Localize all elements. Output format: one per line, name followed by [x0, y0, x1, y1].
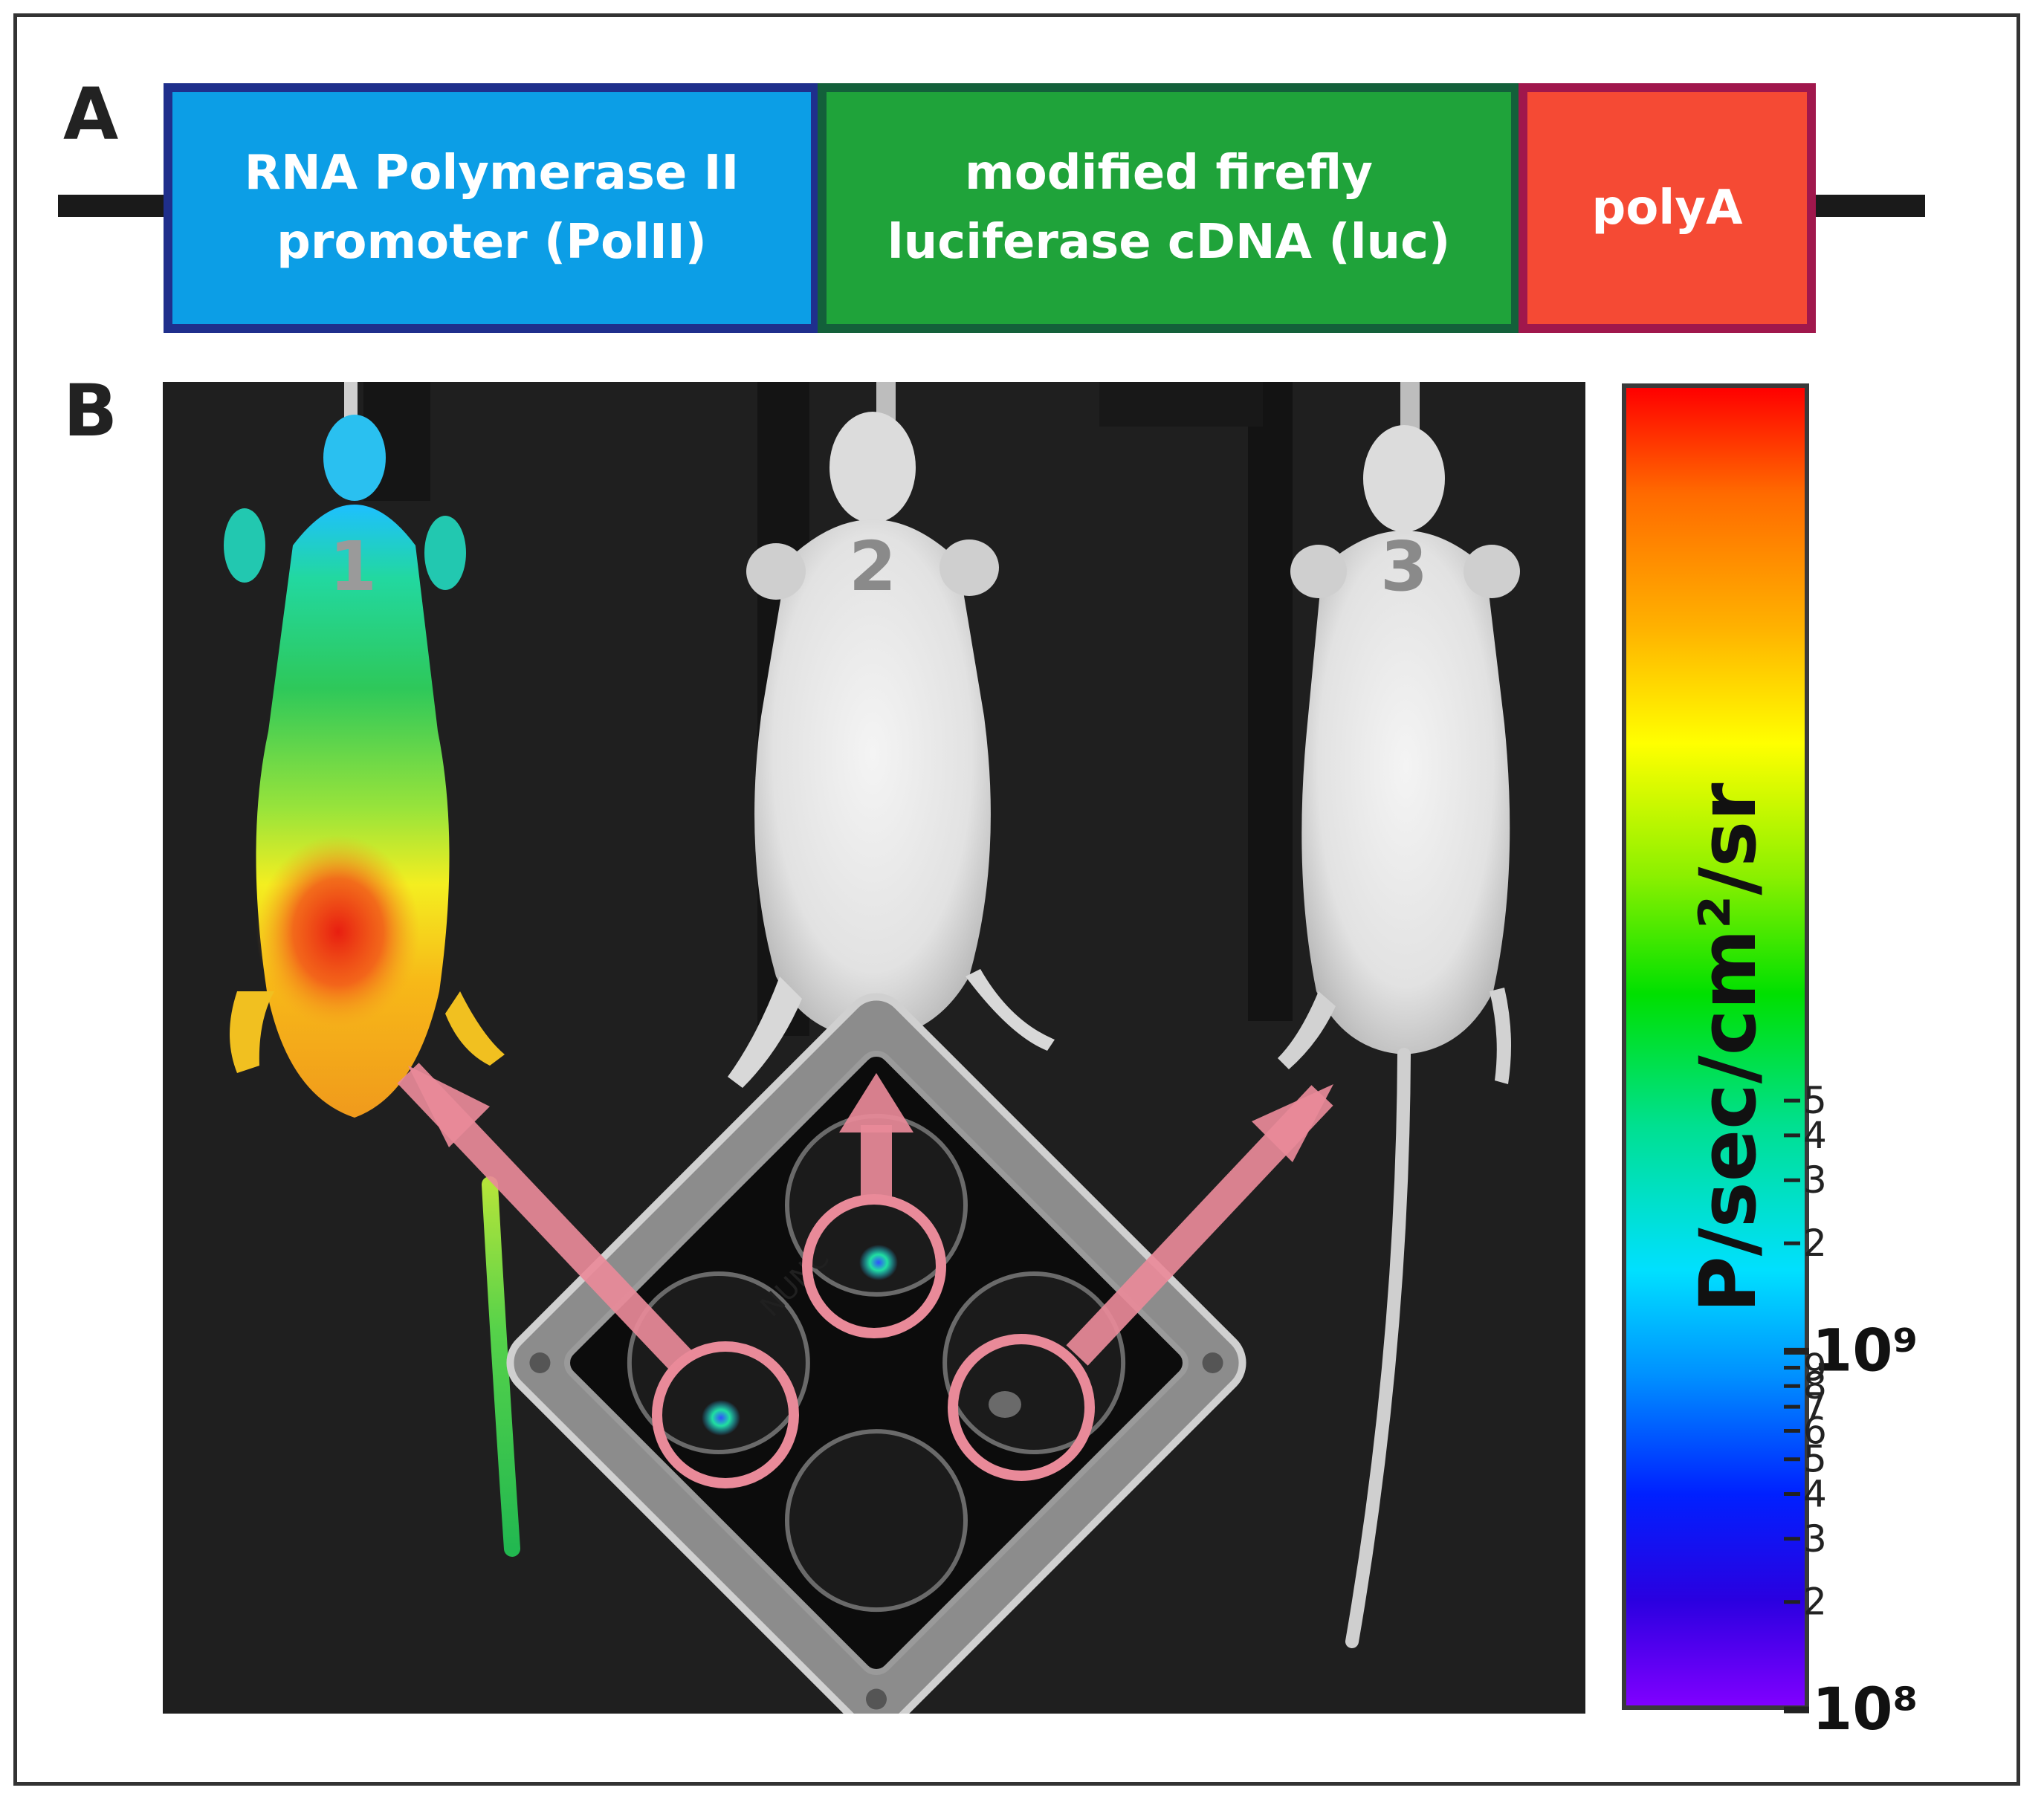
luciferase-box: modified firefly luciferase cDNA (luc) [818, 83, 1520, 333]
well-left-signal [702, 1400, 740, 1436]
highlight-circle-left-well [652, 1341, 799, 1488]
promoter-label-line1: RNA Polymerase II [244, 146, 740, 201]
colorbar-minor-label-lower-9: 9 [1803, 1347, 1827, 1390]
well-bottom [785, 1429, 968, 1613]
colorbar-minor-label-lower-7: 7 [1803, 1385, 1827, 1428]
colorbar-title: P/sec/cm²/sr [1683, 782, 1773, 1313]
colorbar-minor-label-lower-3: 3 [1803, 1517, 1827, 1561]
panel-a-label: A [63, 73, 119, 156]
colorbar-minor-label-upper-5: 5 [1803, 1079, 1827, 1122]
mouse-number-1: 1 [329, 527, 377, 606]
mouse-3 [1278, 425, 1520, 1648]
polya-label: polyA [1591, 180, 1743, 236]
colorbar-minor-label-lower-4: 4 [1803, 1472, 1827, 1515]
well-top-signal [859, 1245, 898, 1280]
promoter-box: RNA Polymerase II promoter (PolII) [164, 83, 820, 333]
mouse-1-luminescent [224, 415, 520, 1557]
polya-box: polyA [1519, 83, 1816, 333]
imaging-scene: 1 2 3 NUNC [163, 382, 1585, 1714]
mouse-number-2: 2 [849, 527, 896, 606]
holder-post-right [1248, 382, 1293, 1021]
bioluminescence-image: 1 2 3 NUNC [163, 382, 1585, 1714]
arrows [397, 1063, 1333, 1373]
colorbar-minor-label-upper-3: 3 [1803, 1158, 1827, 1202]
holder-top-right [1099, 382, 1263, 427]
panel-b-label: B [63, 369, 118, 453]
promoter-label-line2: promoter (PolII) [276, 215, 707, 270]
colorbar-minor-label-lower-5: 5 [1803, 1438, 1827, 1481]
well-right-cell-pellet [989, 1391, 1021, 1418]
colorbar-minor-label-lower-6: 6 [1803, 1409, 1827, 1452]
colorbar-decade-label-1: 10⁹ [1812, 1318, 1918, 1384]
culture-plate [506, 993, 1246, 1714]
arrow-to-mouse-2 [839, 1073, 913, 1199]
highlight-circle-right-well [948, 1334, 1095, 1481]
colorbar-decade-label-0: 10⁸ [1812, 1676, 1918, 1739]
colorbar-minor-label-lower-2: 2 [1803, 1581, 1827, 1624]
colorbar-minor-label-lower-8: 8 [1803, 1364, 1827, 1407]
luciferase-label-line2: luciferase cDNA (luc) [887, 215, 1451, 270]
mouse-number-3: 3 [1380, 527, 1428, 606]
colorbar-minor-label-upper-4: 4 [1803, 1114, 1827, 1157]
arrow-to-mouse-3 [1066, 1084, 1333, 1366]
luciferase-label-line1: modified firefly [965, 146, 1373, 201]
arrow-to-mouse-1 [397, 1063, 694, 1373]
mouse-2 [728, 412, 1055, 1088]
colorbar-gradient [1622, 383, 1809, 1710]
colorbar-minor-label-upper-2: 2 [1803, 1222, 1827, 1265]
